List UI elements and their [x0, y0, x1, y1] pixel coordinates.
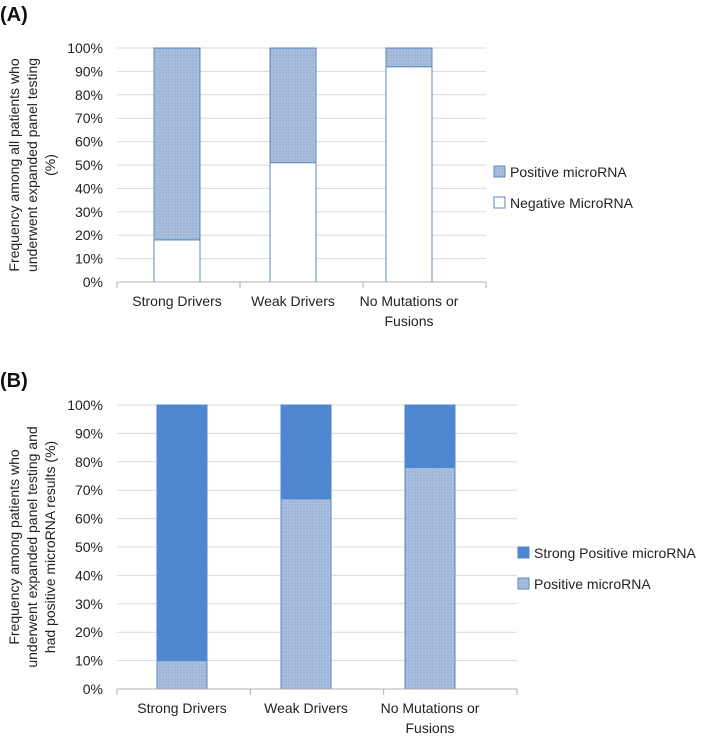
panel-a-legend: Positive microRNA Negative MicroRNA — [493, 164, 634, 211]
y-tick-label: 40% — [75, 567, 103, 583]
y-tick-label: 60% — [75, 134, 103, 150]
y-tick-label: 60% — [75, 511, 103, 527]
x-tick-label: Weak Drivers — [251, 293, 335, 309]
bar-negative-microrna — [385, 66, 433, 283]
ylabel-line: had positive microRNA results (%) — [42, 441, 58, 653]
legend-label: Strong Positive microRNA — [534, 545, 696, 561]
y-tick-label: 80% — [75, 87, 103, 103]
ylabel-line: Frequency among patients who — [6, 449, 22, 645]
y-tick-label: 50% — [75, 539, 103, 555]
panel-b-legend: Strong Positive microRNA Positive microRN… — [517, 545, 696, 592]
ylabel-line: underwent expanded panel testing — [24, 58, 40, 272]
panel-a-xaxis — [116, 281, 487, 288]
bar-positive-microrna — [156, 660, 208, 690]
y-tick-label: 100% — [67, 40, 103, 56]
x-tick-label: Strong Drivers — [137, 700, 226, 716]
panel-b-ylabel: Frequency among patients who underwent ex… — [6, 426, 58, 667]
legend-label: Positive microRNA — [534, 576, 651, 592]
ylabel-line: Frequency among all patients who — [6, 58, 22, 271]
legend-swatch — [517, 546, 530, 559]
bar-positive-microrna — [153, 47, 201, 241]
x-tick-label: No Mutations or — [381, 700, 480, 716]
ylabel-line: underwent expanded panel testing and — [24, 426, 40, 667]
panel-b-bars — [156, 404, 456, 690]
y-tick-label: 50% — [75, 157, 103, 173]
panel-a-ylabel: Frequency among all patients who underwen… — [6, 58, 58, 272]
y-tick-label: 70% — [75, 482, 103, 498]
panel-a-label: (A) — [0, 4, 28, 26]
bar-positive-microrna — [404, 466, 456, 690]
y-tick-label: 0% — [83, 681, 103, 697]
y-tick-label: 30% — [75, 596, 103, 612]
x-tick-label: Fusions — [405, 720, 454, 736]
panel-b-yticks: 0% 10% 20% 30% 40% 50% 60% 70% 80% 90% 100% — [67, 397, 103, 697]
bar-strong-positive-microrna — [156, 404, 208, 662]
panel-a-xticks: Strong Drivers Weak Drivers No Mutations o… — [132, 293, 458, 329]
legend-swatch — [493, 196, 506, 209]
y-tick-label: 0% — [83, 274, 103, 290]
y-tick-label: 30% — [75, 204, 103, 220]
x-tick-label: Weak Drivers — [264, 700, 348, 716]
ylabel-line: (%) — [42, 154, 58, 176]
bar-strong-positive-microrna — [280, 404, 332, 500]
legend-label: Negative MicroRNA — [510, 195, 634, 211]
bar-negative-microrna — [269, 162, 317, 283]
x-tick-label: Fusions — [384, 313, 433, 329]
panel-b-label: (B) — [0, 370, 28, 392]
panel-a-yticks: 0% 10% 20% 30% 40% 50% 60% 70% 80% 90% 100% — [67, 40, 103, 290]
y-tick-label: 90% — [75, 63, 103, 79]
x-tick-label: No Mutations or — [360, 293, 459, 309]
y-tick-label: 10% — [75, 251, 103, 267]
y-tick-label: 90% — [75, 425, 103, 441]
panel-b: (B) Frequency among patients who underwen… — [0, 370, 696, 736]
legend-swatch — [517, 577, 530, 590]
panel-a: (A) Frequency among all patients who unde… — [0, 4, 634, 329]
panel-a-bars — [153, 47, 433, 283]
y-tick-label: 80% — [75, 454, 103, 470]
bar-negative-microrna — [153, 239, 201, 283]
bar-positive-microrna — [269, 47, 317, 164]
bar-positive-microrna — [280, 498, 332, 690]
y-tick-label: 10% — [75, 653, 103, 669]
y-tick-label: 100% — [67, 397, 103, 413]
bar-strong-positive-microrna — [404, 404, 456, 468]
y-tick-label: 20% — [75, 624, 103, 640]
y-tick-label: 20% — [75, 227, 103, 243]
bar-positive-microrna — [385, 47, 433, 68]
panel-b-xticks: Strong Drivers Weak Drivers No Mutations o… — [137, 700, 479, 736]
panel-b-xaxis — [116, 688, 518, 695]
legend-swatch — [493, 165, 506, 178]
y-tick-label: 40% — [75, 180, 103, 196]
y-tick-label: 70% — [75, 110, 103, 126]
legend-label: Positive microRNA — [510, 164, 627, 180]
x-tick-label: Strong Drivers — [132, 293, 221, 309]
